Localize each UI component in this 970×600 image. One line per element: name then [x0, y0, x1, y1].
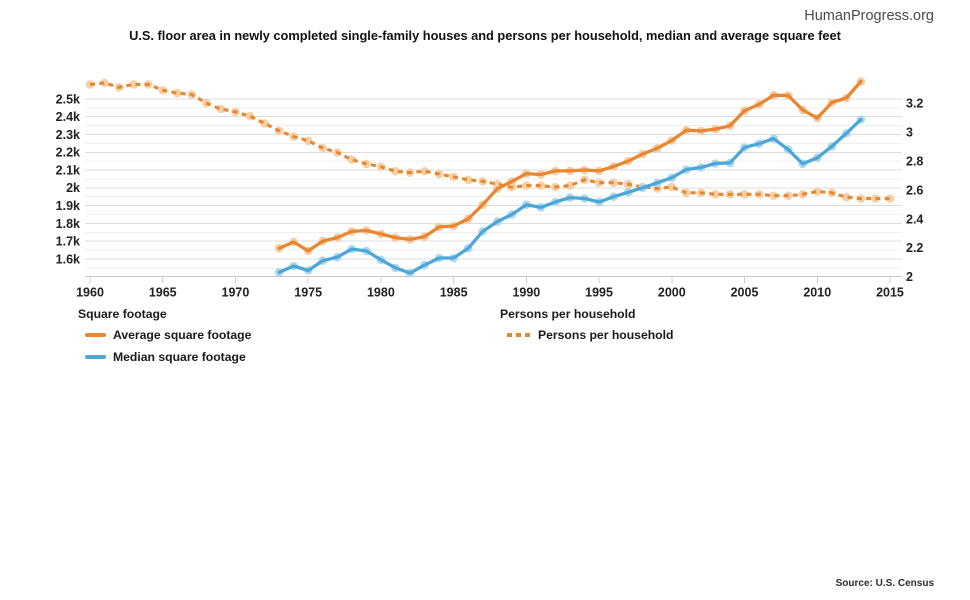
data-point-marker[interactable]	[463, 175, 473, 185]
legend-item-label: Average square footage	[113, 328, 252, 342]
x-axis-tick-label: 2015	[876, 286, 904, 300]
legend-item-label: Persons per household	[538, 328, 674, 342]
data-point-marker[interactable]	[711, 190, 720, 199]
left-axis: 1.6k 1.7k 1.8k 1.9k 2k 2.1k 2.2k 2.3k 2.4k 2.5k	[56, 92, 80, 266]
legend-square-footage: Square footage Average square footage Me…	[78, 307, 251, 372]
x-axis-tick-label: 1965	[149, 286, 177, 300]
right-axis: 2 2.2 2.4 2.6 2.8 3 3.2	[906, 97, 923, 284]
x-axis-tick-label: 1960	[76, 286, 104, 300]
series-average-square-footage[interactable]	[274, 77, 866, 256]
legend-persons-per-household: Persons per household Persons per househ…	[500, 307, 673, 350]
average-line-swatch-icon	[85, 332, 106, 338]
series-median-square-footage[interactable]	[274, 115, 866, 278]
legend-header-square-footage: Square footage	[78, 307, 167, 321]
data-point-marker[interactable]	[100, 78, 109, 88]
x-axis-tick-label: 2010	[803, 286, 831, 300]
left-axis-tick-label: 1.7k	[56, 235, 80, 249]
right-axis-tick-label: 2.4	[906, 212, 923, 226]
series-persons-per-household[interactable]	[85, 78, 895, 203]
left-axis-tick-label: 1.6k	[56, 252, 80, 266]
x-axis-tick-label: 1980	[367, 286, 395, 300]
data-point-marker[interactable]	[813, 187, 822, 196]
x-axis-tick-label: 1990	[512, 286, 540, 300]
x-axis-tick-label: 1975	[294, 286, 322, 300]
data-point-marker[interactable]	[420, 166, 429, 176]
left-axis-tick-label: 2.1k	[56, 163, 80, 177]
data-point-marker[interactable]	[536, 181, 546, 190]
data-point-marker[interactable]	[769, 191, 778, 200]
legend-item-median-square-footage[interactable]: Median square footage	[85, 350, 251, 364]
right-axis-tick-label: 2.8	[906, 154, 923, 168]
median-line-swatch-icon	[85, 354, 106, 360]
right-axis-tick-label: 2.6	[906, 183, 923, 197]
series-line-persons-per-household	[89, 81, 890, 201]
x-axis-tick-label: 2005	[731, 286, 759, 300]
right-axis-tick-label: 2	[906, 270, 913, 284]
left-axis-tick-label: 2.3k	[56, 128, 80, 142]
legend-item-persons-per-household[interactable]: Persons per household	[507, 328, 673, 342]
persons-dotted-swatch-icon	[507, 332, 531, 338]
data-point-marker[interactable]	[173, 88, 182, 98]
data-point-marker[interactable]	[594, 178, 604, 187]
left-axis-tick-label: 2k	[66, 181, 80, 195]
legend-item-label: Median square footage	[113, 350, 246, 364]
data-point-marker[interactable]	[885, 194, 895, 203]
right-axis-tick-label: 3.2	[906, 97, 923, 111]
x-axis-tick-label: 1985	[440, 286, 468, 300]
series-line-median-square-footage	[277, 117, 863, 275]
x-axis-tick-label: 2000	[658, 286, 686, 300]
left-axis-tick-label: 1.8k	[56, 217, 80, 231]
left-axis-tick-label: 2.2k	[56, 146, 80, 160]
left-axis-tick-label: 2.4k	[56, 110, 80, 124]
legend-header-persons-per-household: Persons per household	[500, 307, 636, 321]
right-axis-tick-label: 2.2	[906, 241, 923, 255]
data-point-marker[interactable]	[842, 192, 851, 202]
x-axis-tick-label: 1995	[585, 286, 613, 300]
source-note: Source: U.S. Census	[835, 578, 934, 589]
data-point-marker[interactable]	[129, 80, 138, 89]
legend-item-average-square-footage[interactable]: Average square footage	[85, 328, 251, 342]
left-axis-tick-label: 2.5k	[56, 92, 80, 106]
series-line-average-square-footage	[277, 79, 863, 253]
data-point-marker[interactable]	[609, 178, 618, 187]
x-axis: 1960 1965 1970 1975 1980 1985 1990 1995 2000 2005…	[76, 277, 904, 300]
x-axis-tick-label: 1970	[222, 286, 250, 300]
data-point-marker[interactable]	[740, 190, 749, 199]
chart-title: U.S. floor area in newly completed singl…	[129, 28, 841, 43]
left-axis-tick-label: 1.9k	[56, 199, 80, 213]
site-logo[interactable]: HumanProgress.org	[804, 8, 934, 24]
right-axis-tick-label: 3	[906, 126, 913, 140]
